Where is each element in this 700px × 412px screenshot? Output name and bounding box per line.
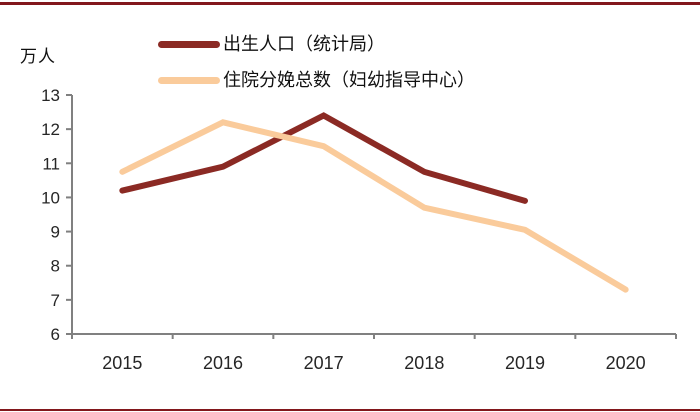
y-tick-label: 10: [41, 188, 60, 207]
page-top-border: [0, 2, 700, 5]
x-tick-label: 2018: [404, 353, 444, 373]
legend-item-deliveries: 住院分娩总数（妇幼指导中心）: [158, 71, 475, 90]
axis-lines: [71, 95, 676, 335]
x-tick-label: 2020: [606, 353, 646, 373]
y-tick-label: 11: [42, 154, 60, 173]
legend-item-births: 出生人口（统计局）: [158, 35, 475, 54]
y-tick-label: 12: [41, 120, 60, 139]
y-tick-label: 6: [51, 325, 60, 344]
y-axis-unit-label: 万人: [20, 47, 56, 66]
y-tick-label: 9: [51, 223, 60, 242]
series-line-1: [119, 119, 629, 293]
y-tick-label: 13: [41, 86, 60, 105]
x-tick-label: 2017: [304, 353, 344, 373]
chart-legend: 出生人口（统计局） 住院分娩总数（妇幼指导中心）: [158, 35, 475, 107]
series-line-0: [119, 112, 528, 204]
legend-label-deliveries: 住院分娩总数（妇幼指导中心）: [223, 70, 475, 90]
x-tick-label: 2015: [102, 353, 142, 373]
x-tick-label: 2019: [505, 353, 545, 373]
y-tick-label: 8: [51, 257, 60, 276]
page-bottom-border: [0, 409, 700, 411]
legend-swatch-births: [158, 41, 220, 48]
legend-label-births: 出生人口（统计局）: [223, 34, 385, 54]
y-tick-label: 7: [51, 291, 60, 310]
legend-swatch-deliveries: [158, 77, 220, 84]
x-tick-label: 2016: [203, 353, 243, 373]
